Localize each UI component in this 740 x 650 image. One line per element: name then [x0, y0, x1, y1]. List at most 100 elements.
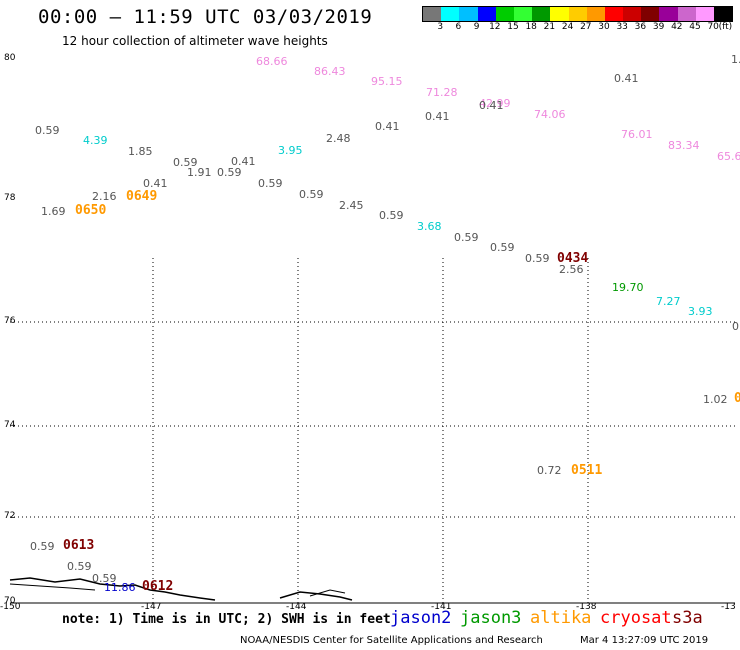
scale-swatch — [641, 7, 660, 21]
wave-value: 0.59 — [173, 156, 198, 169]
legend-jason2: jason2 — [390, 608, 452, 628]
scale-label: (ft) — [718, 22, 733, 32]
lat-label-74: 74 — [4, 420, 16, 430]
scale-label: 36 — [634, 22, 647, 32]
legend-altika: altika — [530, 608, 592, 628]
scale-swatch — [532, 7, 551, 21]
coastline-inner — [9, 583, 96, 591]
wave-value: 3.95 — [278, 144, 303, 157]
lon-label-138: -138 — [576, 602, 597, 612]
footer-note: note: 1) Time is in UTC; 2) SWH is in fe… — [62, 612, 391, 627]
wave-value: 3.93 — [688, 305, 713, 318]
wave-value: 42.99 — [479, 97, 511, 110]
pass-time-label: 0650 — [75, 203, 107, 218]
color-scale-labels: 3 6 9 12 15 18 21 24 27 30 33 36 39 42 45 70 (ft) — [422, 22, 740, 34]
map-subtitle: 12 hour collection of altimeter wave hei… — [62, 34, 328, 48]
wave-value: 0.41 — [143, 177, 168, 190]
credit-organization: NOAA/NESDIS Center for Satellite Applica… — [240, 635, 543, 646]
wave-value: 83.34 — [668, 139, 700, 152]
scale-label: 12 — [489, 22, 501, 32]
legend-s3a: s3a — [672, 608, 703, 628]
scale-label: 30 — [598, 22, 610, 32]
wave-value: 0.41 — [425, 110, 450, 123]
wave-value: 0.41 — [479, 99, 504, 112]
lat-label-76: 76 — [4, 316, 16, 326]
scale-swatch — [659, 7, 678, 21]
wave-value: 19.70 — [612, 281, 644, 294]
pass-time-label: 0649 — [126, 189, 158, 204]
coastline-island — [279, 591, 353, 601]
lon-label-144: -144 — [286, 602, 307, 612]
wave-value: 0.72 — [537, 464, 562, 477]
wave-value: 0 — [732, 320, 739, 333]
scale-swatch — [550, 7, 569, 21]
lat-label-78: 78 — [4, 193, 16, 203]
scale-label: 18 — [525, 22, 537, 32]
wave-value: 2.48 — [326, 132, 351, 145]
wave-value: 2.45 — [339, 199, 364, 212]
scale-swatch — [586, 7, 605, 21]
scale-swatch — [441, 7, 460, 21]
wave-value: 74.06 — [534, 108, 566, 121]
wave-value: 1. — [731, 53, 740, 66]
scale-label: 24 — [561, 22, 574, 32]
wave-value: 0.59 — [379, 209, 404, 222]
wave-value: 4.39 — [83, 134, 108, 147]
wave-value: 0.59 — [67, 560, 92, 573]
wave-value: 0.59 — [92, 572, 117, 585]
wave-value: 0.59 — [30, 540, 55, 553]
wave-value: 0.59 — [217, 166, 242, 179]
coastline-island-2 — [309, 589, 346, 597]
scale-label: 70 — [707, 22, 719, 32]
scale-label: 21 — [543, 22, 556, 32]
wave-value: 3.68 — [417, 220, 442, 233]
lat-label-70: 70 — [4, 596, 16, 606]
scale-label: 6 — [455, 22, 462, 32]
lat-label-72: 72 — [4, 511, 16, 521]
wave-height-color-scale — [422, 6, 734, 22]
scale-swatch — [495, 7, 514, 21]
wave-value: 71.28 — [426, 86, 458, 99]
scale-label: 3 — [437, 22, 444, 32]
scale-swatch — [714, 7, 733, 21]
scale-label: 39 — [652, 22, 665, 32]
scale-swatch — [459, 7, 478, 21]
lon-label-135: -13 — [721, 602, 736, 612]
scale-swatch — [677, 7, 696, 21]
credit-timestamp: Mar 4 13:27:09 UTC 2019 — [580, 635, 709, 646]
wave-value: 2.56 — [559, 263, 584, 276]
lon-label-147: -147 — [141, 602, 162, 612]
lon-label-150: -150 — [0, 602, 21, 612]
lon-label-141: -141 — [431, 602, 452, 612]
lat-label-80: 80 — [4, 53, 16, 63]
wave-value: 1.85 — [128, 145, 153, 158]
wave-value: 86.43 — [314, 65, 346, 78]
scale-swatch — [423, 7, 442, 21]
scale-label: 42 — [671, 22, 683, 32]
wave-value: 68.66 — [256, 55, 288, 68]
coastline — [9, 577, 216, 601]
map-title: 00:00 – 11:59 UTC 03/03/2019 — [38, 6, 373, 28]
scale-swatch — [477, 7, 496, 21]
legend-cryosat: cryosat — [600, 608, 672, 628]
pass-time-label: 0613 — [63, 538, 95, 553]
wave-value: 0.41 — [375, 120, 400, 133]
pass-time-label: 0434 — [557, 251, 589, 266]
wave-value: 0.59 — [525, 252, 550, 265]
scale-swatch — [568, 7, 587, 21]
wave-value: 1.91 — [187, 166, 212, 179]
wave-value: 0.59 — [35, 124, 60, 137]
wave-value: 1.69 — [41, 205, 66, 218]
wave-value: 0.59 — [299, 188, 324, 201]
scale-swatch — [513, 7, 533, 21]
legend-jason3: jason3 — [460, 608, 522, 628]
wave-value: 95.15 — [371, 75, 403, 88]
scale-swatch — [695, 7, 714, 21]
wave-value: 76.01 — [621, 128, 653, 141]
wave-value: 7.27 — [656, 295, 681, 308]
wave-value: 65.6 — [717, 150, 740, 163]
scale-label: 45 — [689, 22, 701, 32]
pass-time-label: 0511 — [571, 463, 603, 478]
scale-label: 9 — [473, 22, 480, 32]
wave-value: 0.59 — [454, 231, 479, 244]
